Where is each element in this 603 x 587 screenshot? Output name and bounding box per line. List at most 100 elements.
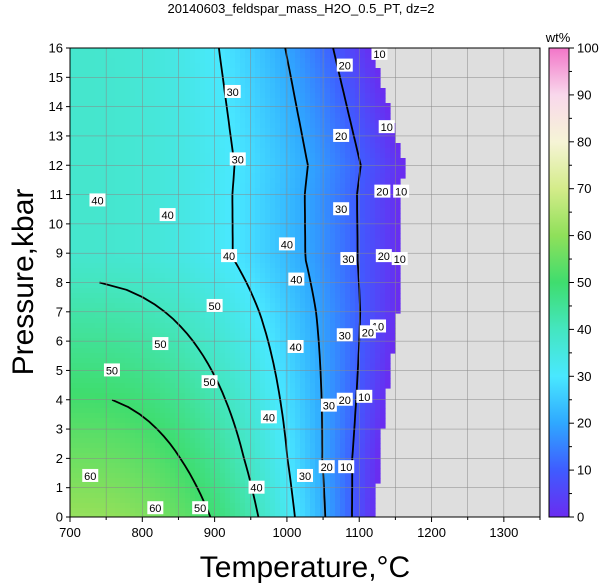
field-cell xyxy=(360,358,366,364)
field-cell xyxy=(350,98,356,104)
field-cell xyxy=(185,413,191,419)
field-cell xyxy=(185,118,191,124)
field-cell xyxy=(360,193,366,199)
field-cell xyxy=(95,88,101,94)
field-cell xyxy=(115,403,121,409)
field-cell xyxy=(175,88,181,94)
field-cell xyxy=(100,153,106,159)
field-cell xyxy=(370,368,376,374)
field-cell xyxy=(270,168,276,174)
field-cell xyxy=(325,123,331,129)
field-cell xyxy=(175,198,181,204)
field-cell xyxy=(170,238,176,244)
field-cell xyxy=(320,313,326,319)
field-cell xyxy=(285,88,291,94)
field-cell xyxy=(200,363,206,369)
field-cell xyxy=(250,193,256,199)
field-cell xyxy=(160,393,166,399)
field-cell xyxy=(80,208,86,214)
field-cell xyxy=(295,213,301,219)
field-cell xyxy=(340,168,346,174)
field-cell xyxy=(160,418,166,424)
field-cell xyxy=(150,373,156,379)
field-cell xyxy=(190,103,196,109)
field-cell xyxy=(140,308,146,314)
field-cell xyxy=(205,233,211,239)
field-cell xyxy=(275,248,281,254)
field-cell xyxy=(120,98,126,104)
field-cell xyxy=(215,208,221,214)
field-cell xyxy=(185,88,191,94)
field-cell xyxy=(140,423,146,429)
field-cell xyxy=(110,73,116,79)
field-cell xyxy=(215,323,221,329)
field-cell xyxy=(265,378,271,384)
field-cell xyxy=(115,108,121,114)
field-cell xyxy=(150,148,156,154)
field-cell xyxy=(390,323,396,329)
field-cell xyxy=(95,223,101,229)
field-cell xyxy=(175,418,181,424)
field-cell xyxy=(185,373,191,379)
field-cell xyxy=(230,53,236,59)
field-cell xyxy=(180,238,186,244)
field-cell xyxy=(220,183,226,189)
field-cell xyxy=(120,363,126,369)
field-cell xyxy=(110,153,116,159)
field-cell xyxy=(225,353,231,359)
field-cell xyxy=(90,98,96,104)
field-cell xyxy=(80,53,86,59)
field-cell xyxy=(150,123,156,129)
field-cell xyxy=(140,223,146,229)
field-cell xyxy=(110,148,116,154)
field-cell xyxy=(335,143,341,149)
field-cell xyxy=(365,103,371,109)
field-cell xyxy=(230,118,236,124)
field-cell xyxy=(265,218,271,224)
field-cell xyxy=(335,233,341,239)
field-cell xyxy=(115,333,121,339)
field-cell xyxy=(380,223,386,229)
field-cell xyxy=(175,223,181,229)
field-cell xyxy=(100,368,106,374)
field-cell xyxy=(115,313,121,319)
field-cell xyxy=(360,348,366,354)
field-cell xyxy=(250,163,256,169)
field-cell xyxy=(105,93,111,99)
field-cell xyxy=(185,418,191,424)
field-cell xyxy=(245,353,251,359)
field-cell xyxy=(310,368,316,374)
field-cell xyxy=(160,408,166,414)
field-cell xyxy=(160,58,166,64)
field-cell xyxy=(310,218,316,224)
field-cell xyxy=(390,223,396,229)
field-cell xyxy=(280,78,286,84)
field-cell xyxy=(135,378,141,384)
field-cell xyxy=(375,153,381,159)
field-cell xyxy=(80,118,86,124)
field-cell xyxy=(320,68,326,74)
field-cell xyxy=(350,138,356,144)
field-cell xyxy=(150,418,156,424)
field-cell xyxy=(210,358,216,364)
field-cell xyxy=(145,243,151,249)
field-cell xyxy=(105,88,111,94)
field-cell xyxy=(255,353,261,359)
field-cell xyxy=(270,308,276,314)
field-cell xyxy=(85,253,91,259)
field-cell xyxy=(195,283,201,289)
field-cell xyxy=(95,293,101,299)
field-cell xyxy=(250,368,256,374)
field-cell xyxy=(115,283,121,289)
field-cell xyxy=(195,373,201,379)
field-cell xyxy=(200,53,206,59)
field-cell xyxy=(105,188,111,194)
field-cell xyxy=(210,343,216,349)
field-cell xyxy=(190,203,196,209)
field-cell xyxy=(85,113,91,119)
field-cell xyxy=(190,128,196,134)
field-cell xyxy=(175,303,181,309)
field-cell xyxy=(180,353,186,359)
field-cell xyxy=(95,113,101,119)
field-cell xyxy=(275,198,281,204)
